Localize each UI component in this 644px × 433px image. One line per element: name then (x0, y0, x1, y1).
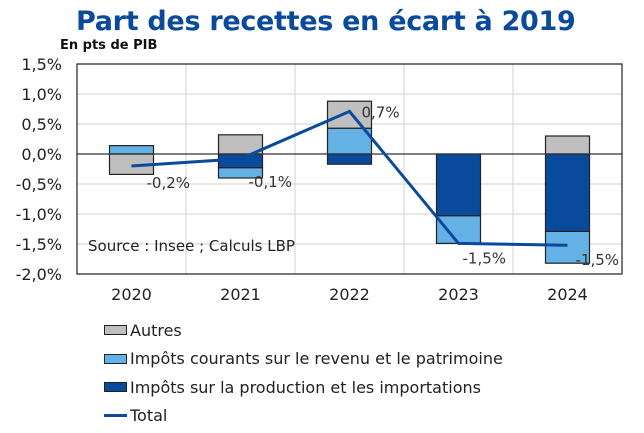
chart-subtitle: En pts de PIB (60, 38, 158, 53)
total-line (131, 109, 568, 247)
data-label: -0,1% (249, 173, 293, 191)
data-label: -0,2% (147, 174, 191, 192)
legend: Autres Impôts courants sur le revenu et … (104, 316, 503, 430)
legend-swatch-autres (104, 325, 127, 336)
bar-segment (435, 153, 482, 217)
y-tick-label: 0,5% (21, 115, 62, 134)
x-axis-ticks: 2020 2021 2022 2023 2024 (111, 285, 588, 304)
y-tick-label: -1,5% (16, 235, 62, 254)
y-tick-label: -1,0% (16, 205, 62, 224)
plot-frame (76, 63, 623, 275)
y-tick-label: 0,0% (21, 145, 62, 164)
data-label: -1,5% (463, 249, 507, 267)
y-tick-label: -0,5% (16, 175, 62, 194)
data-label: -1,5% (576, 251, 620, 269)
legend-swatch-impots-courants (104, 353, 127, 364)
data-label: 0,7% (362, 103, 400, 121)
legend-label: Impôts courants sur le revenu et le patr… (130, 349, 503, 369)
legend-label: Autres (130, 320, 182, 340)
x-tick-label: 2024 (547, 285, 588, 304)
x-tick-label: 2020 (111, 285, 152, 304)
y-axis-ticks: 1,5% 1,0% 0,5% 0,0% -0,5% -1,0% -1,5% -2,0% (16, 55, 62, 284)
x-tick-label: 2022 (329, 285, 370, 304)
source-annotation: Source : Insee ; Calculs LBP (88, 237, 295, 255)
legend-item-autres: Autres (104, 316, 503, 345)
legend-item-total: Total (104, 402, 503, 431)
bar-segment (435, 215, 482, 245)
bar-segment (544, 153, 591, 233)
bar-segment (326, 100, 373, 129)
bar-segment (217, 167, 264, 179)
y-tick-label: -2,0% (16, 265, 62, 284)
total-line-path (131, 109, 568, 247)
y-tick-label: 1,0% (21, 85, 62, 104)
x-tick-label: 2021 (220, 285, 261, 304)
bar-segment (544, 230, 591, 264)
legend-item-impots-courants: Impôts courants sur le revenu et le patr… (104, 345, 503, 374)
legend-swatch-impots-production (104, 382, 127, 393)
bar-segment (544, 135, 591, 155)
chart-title: Part des recettes en écart à 2019 (76, 6, 576, 37)
bar-segment (326, 153, 373, 165)
bar-segment (108, 145, 155, 155)
x-tick-label: 2023 (438, 285, 479, 304)
legend-swatch-total (104, 414, 127, 418)
legend-label: Impôts sur la production et les importat… (130, 377, 481, 397)
data-labels: -0,2% -0,1% 0,7% -1,5% -1,5% (147, 103, 620, 269)
legend-label: Total (130, 406, 168, 426)
legend-item-impots-production: Impôts sur la production et les importat… (104, 373, 503, 402)
y-tick-label: 1,5% (21, 55, 62, 74)
